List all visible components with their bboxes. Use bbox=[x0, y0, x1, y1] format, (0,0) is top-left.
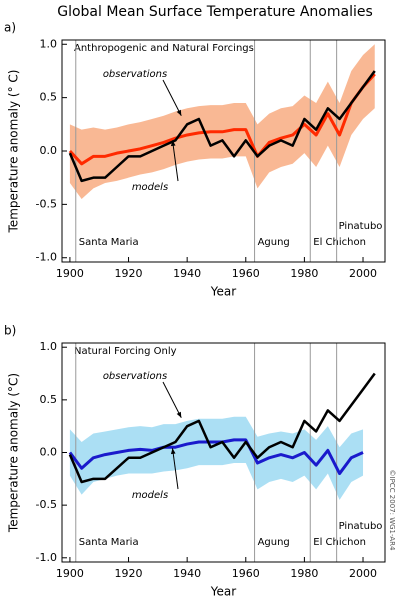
x-tick-label: 1920 bbox=[115, 567, 143, 580]
event-label: Agung bbox=[258, 537, 290, 548]
x-tick-label: 1960 bbox=[232, 567, 260, 580]
y-tick-label: -0.5 bbox=[36, 498, 57, 511]
y-tick-label: 0.5 bbox=[40, 91, 58, 104]
series-line bbox=[68, 70, 376, 183]
y-axis-label: Temperature anomaly (°C) bbox=[7, 373, 21, 533]
x-tick-label: 1940 bbox=[173, 267, 201, 280]
event-label: Santa Maria bbox=[79, 237, 139, 248]
model-spread bbox=[69, 416, 364, 500]
series-line bbox=[68, 73, 376, 166]
y-tick-label: -1.0 bbox=[36, 251, 57, 264]
y-axis-label: Temperature anomaly (° C) bbox=[7, 70, 21, 234]
chart-title: Global Mean Surface Temperature Anomalie… bbox=[57, 4, 373, 20]
x-axis-label: Year bbox=[210, 285, 236, 299]
y-tick-label: -0.5 bbox=[36, 197, 57, 210]
credit: ©IPCC 2007: WG1-AR4 bbox=[388, 470, 396, 552]
event-label: Pinatubo bbox=[339, 521, 383, 532]
arrow-head bbox=[170, 140, 176, 147]
model-spread bbox=[69, 44, 375, 200]
series-annotation: models bbox=[132, 490, 168, 501]
arrow-head bbox=[176, 411, 182, 418]
x-tick-label: 1940 bbox=[173, 567, 201, 580]
y-tick-label: 0.0 bbox=[40, 144, 58, 157]
series-annotation: observations bbox=[103, 371, 167, 382]
arrow-head bbox=[170, 448, 176, 455]
event-label: Pinatubo bbox=[339, 221, 383, 232]
arrow-head bbox=[176, 109, 182, 116]
x-tick-label: 2000 bbox=[349, 267, 377, 280]
y-tick-label: 0.0 bbox=[40, 446, 58, 459]
annotation-arrow bbox=[162, 381, 182, 418]
y-tick-label: -1.0 bbox=[36, 551, 57, 564]
x-tick-label: 2000 bbox=[349, 567, 377, 580]
series-annotation: observations bbox=[103, 69, 167, 80]
x-tick-label: 1980 bbox=[290, 267, 318, 280]
x-tick-label: 1900 bbox=[56, 567, 84, 580]
x-tick-label: 1960 bbox=[232, 267, 260, 280]
event-label: El Chichon bbox=[313, 537, 366, 548]
series-line bbox=[68, 372, 376, 484]
x-tick-label: 1920 bbox=[115, 267, 143, 280]
event-label: Santa Maria bbox=[79, 537, 139, 548]
x-tick-label: 1900 bbox=[56, 267, 84, 280]
event-label: Agung bbox=[258, 237, 290, 248]
panel-label: b) bbox=[4, 324, 16, 338]
event-label: El Chichon bbox=[313, 237, 366, 248]
x-axis-label: Year bbox=[210, 585, 236, 599]
annotation-arrow bbox=[172, 140, 179, 182]
panel-label: a) bbox=[4, 21, 16, 35]
plot-label: Anthropogenic and Natural Forcings bbox=[74, 43, 254, 54]
y-tick-label: 1.0 bbox=[40, 340, 58, 353]
y-tick-label: 0.5 bbox=[40, 393, 58, 406]
plot-label: Natural Forcing Only bbox=[74, 346, 177, 357]
x-tick-label: 1980 bbox=[290, 567, 318, 580]
y-tick-label: 1.0 bbox=[40, 37, 58, 50]
series-line bbox=[68, 438, 364, 476]
annotation-arrow bbox=[172, 448, 179, 490]
annotation-arrow bbox=[162, 79, 182, 117]
series-annotation: models bbox=[132, 182, 168, 193]
